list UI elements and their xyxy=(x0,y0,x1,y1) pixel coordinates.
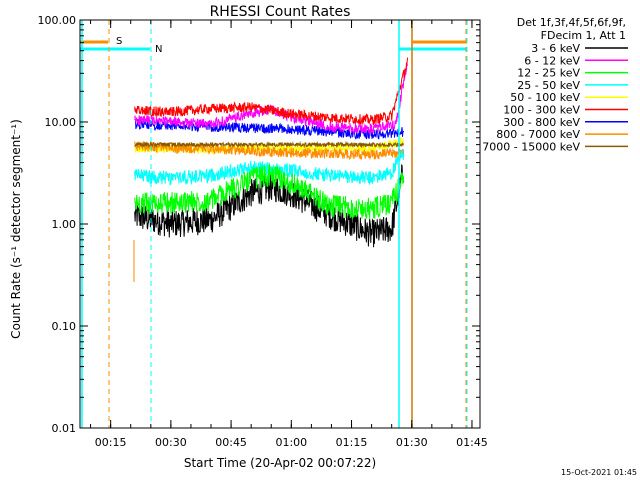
legend-entry-label: 100 - 300 keV xyxy=(503,104,580,117)
legend-entry-label: 3 - 6 keV xyxy=(531,42,580,55)
annotation-s: S xyxy=(116,36,122,47)
x-tick-label: 00:15 xyxy=(95,436,127,449)
y-tick-label: 100.00 xyxy=(38,14,77,27)
legend-entry-label: 25 - 50 keV xyxy=(517,79,580,92)
series-line xyxy=(134,149,405,186)
series-line xyxy=(134,164,405,220)
x-tick-label: 00:30 xyxy=(155,436,187,449)
x-axis-label: Start Time (20-Apr-02 00:07:22) xyxy=(184,456,376,470)
x-tick-label: 01:45 xyxy=(456,436,488,449)
x-tick-label: 01:30 xyxy=(396,436,428,449)
footer-timestamp: 15-Oct-2021 01:45 xyxy=(561,468,637,477)
x-tick-label: 00:45 xyxy=(215,436,247,449)
y-axis-label: Count Rate (s⁻¹ detector segment⁻¹) xyxy=(9,119,23,339)
series-layer xyxy=(134,57,409,248)
legend-header-line-2: FDecim 1, Att 1 xyxy=(541,29,626,42)
series-line xyxy=(134,57,409,127)
y-tick-label: 0.10 xyxy=(52,320,77,333)
x-tick-label: 01:15 xyxy=(336,436,368,449)
legend-entry-label: 300 - 800 keV xyxy=(503,116,580,129)
legend-entry-label: 800 - 7000 keV xyxy=(496,128,580,141)
series-line xyxy=(134,118,405,140)
series-line xyxy=(134,140,405,161)
chart-title: RHESSI Count Rates xyxy=(210,4,351,20)
series-line xyxy=(134,140,404,149)
legend-entry-label: 7000 - 15000 keV xyxy=(482,140,580,153)
y-tick-label: 10.00 xyxy=(45,116,77,129)
legend-entry-label: 50 - 100 keV xyxy=(510,91,580,104)
state-bars xyxy=(80,40,467,51)
y-tick-label: 0.01 xyxy=(52,422,77,435)
legend-entry-label: 6 - 12 keV xyxy=(524,54,580,67)
y-tick-label: 1.00 xyxy=(52,218,77,231)
annotation-n: N xyxy=(155,44,162,55)
legend-entry-label: 12 - 25 keV xyxy=(517,67,580,80)
legend-header-line-1: Det 1f,3f,4f,5f,6f,9f, xyxy=(517,16,626,29)
x-tick-label: 01:00 xyxy=(275,436,307,449)
axes: 100.00 10.00 1.00 0.10 0.01 00:15 00:30 00:45 01… xyxy=(38,14,488,449)
